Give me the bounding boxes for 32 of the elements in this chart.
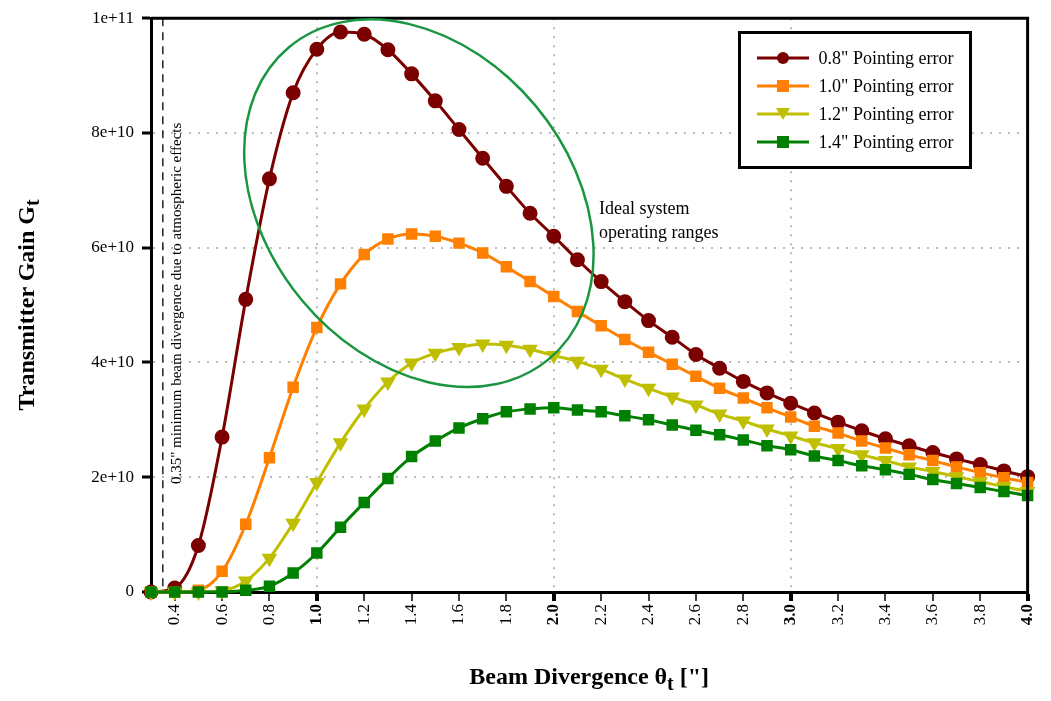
y-tick-label: 8e+10 [91,122,134,142]
x-tick-label: 1.4 [401,603,421,626]
x-tick-label: 3.4 [874,603,894,626]
x-tick-label: 0.4 [164,603,184,626]
x-tick-label: 2.0 [543,604,563,626]
x-tick-label: 4.0 [1016,604,1036,626]
x-tick-label: 1.8 [495,604,515,626]
x-tick-label: 3.2 [827,604,847,626]
y-tick-label: 1e+11 [91,7,134,27]
y-tick-label: 0 [125,581,134,601]
x-tick-label: 1.6 [448,604,468,626]
legend-label: 1.0" Pointing error [818,75,954,97]
x-tick-label: 3.6 [922,604,942,626]
x-tick-label: 2.4 [638,603,657,626]
x-tick-label: 3.8 [969,604,989,626]
x-axis-title: Beam Divergence θ$_{t}$ ["] [469,663,710,695]
x-tick-label: 2.8 [732,604,752,626]
legend-label: 0.8" Pointing error [818,47,954,69]
x-tick-label: 2.2 [590,604,610,626]
x-tick-label: 0.8 [258,604,278,626]
x-tick-label: 2.6 [685,604,705,626]
y-tick-label: 2e+10 [91,466,134,486]
y-tick-label: 6e+10 [91,237,134,257]
x-tick-label: 1.2 [353,604,373,626]
legend-label: 1.4" Pointing error [818,131,954,153]
annotation: Ideal system operating ranges [598,197,720,245]
y-tick-label: 4e+10 [91,351,134,371]
ref-line-label: 0.35" minimum beam divergence due to atmospheric effects [167,122,184,484]
x-tick-label: 3.0 [780,604,800,626]
x-tick-label: 1.0 [306,604,326,626]
x-tick-label: 0.6 [211,604,231,626]
legend-label: 1.2" Pointing error [818,103,954,125]
